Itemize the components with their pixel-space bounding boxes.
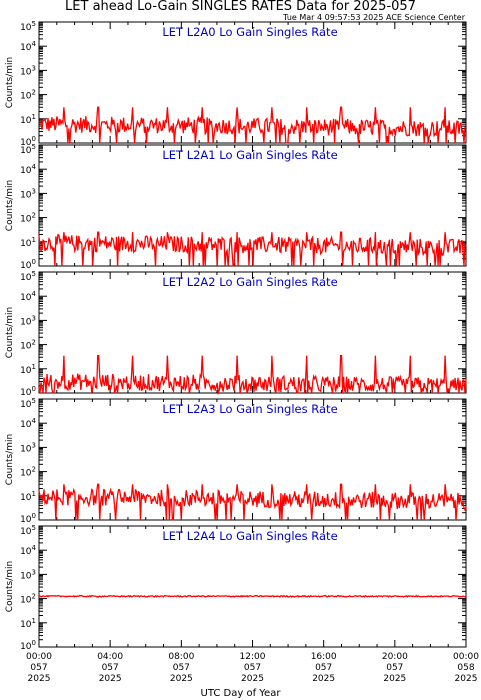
y-tick-label: 103 <box>20 441 36 454</box>
x-tick-label-time: 16:00 <box>311 652 337 662</box>
figure-title: LET ahead Lo-Gain SINGLES RATES Data for… <box>65 0 416 14</box>
y-tick-label: 105 <box>20 143 36 156</box>
y-tick-label: 101 <box>20 617 36 630</box>
panel-title: LET L2A4 Lo Gain Singles Rate <box>162 529 337 543</box>
y-tick-label: 103 <box>20 314 36 327</box>
x-tick-label-doy: 057 <box>315 663 332 673</box>
y-tick-label: 102 <box>20 466 36 479</box>
x-tick-label-time: 12:00 <box>240 652 266 662</box>
x-tick-label-year: 2025 <box>383 674 406 684</box>
y-tick-label: 101 <box>20 490 36 503</box>
y-tick-label: 104 <box>20 163 36 176</box>
x-tick-label-doy: 057 <box>244 663 261 673</box>
series-line <box>38 483 467 521</box>
y-tick-label: 100 <box>20 639 36 652</box>
y-axis-label: Counts/min <box>5 561 15 612</box>
y-axis-label: Counts/min <box>5 57 15 108</box>
y-tick-label: 104 <box>20 544 36 557</box>
panel-title: LET L2A2 Lo Gain Singles Rate <box>162 275 337 289</box>
y-tick-label: 101 <box>20 113 36 126</box>
x-tick-label-doy: 057 <box>386 663 403 673</box>
panel-4: 100 101 102 103 104 105 Counts/min LET L2A4 Lo … <box>5 524 467 652</box>
x-tick-label-time: 20:00 <box>382 652 408 662</box>
x-tick-label-year: 2025 <box>312 674 335 684</box>
series-line <box>38 354 467 396</box>
y-tick-label: 104 <box>20 40 36 53</box>
x-tick-label-year: 2025 <box>241 674 264 684</box>
panel-2: 100 101 102 103 104 105 Counts/min LET L2A2 Lo … <box>5 270 467 398</box>
y-tick-label: 105 <box>20 397 36 410</box>
y-tick-label: 102 <box>20 339 36 352</box>
y-tick-label: 103 <box>20 187 36 200</box>
y-tick-label: 102 <box>20 89 36 102</box>
x-tick-label-year: 2025 <box>28 674 51 684</box>
y-tick-label: 100 <box>20 512 36 525</box>
y-tick-label: 103 <box>20 64 36 77</box>
y-tick-label: 100 <box>20 258 36 271</box>
series-line <box>38 231 467 267</box>
panel-title: LET L2A1 Lo Gain Singles Rate <box>162 148 337 162</box>
panel-1: 100 101 102 103 104 105 Counts/min LET L2A1 Lo … <box>5 143 467 271</box>
y-tick-label: 100 <box>20 135 36 148</box>
y-tick-label: 102 <box>20 593 36 606</box>
x-tick-label-doy: 057 <box>173 663 190 673</box>
series-line <box>38 106 467 144</box>
x-tick-label-doy: 058 <box>457 663 474 673</box>
y-tick-label: 103 <box>20 568 36 581</box>
x-tick-label-doy: 057 <box>102 663 119 673</box>
y-axis-label: Counts/min <box>5 180 15 231</box>
y-tick-label: 101 <box>20 363 36 376</box>
y-tick-label: 105 <box>20 20 36 33</box>
y-tick-label: 102 <box>20 212 36 225</box>
series-line <box>38 594 467 598</box>
y-tick-label: 101 <box>20 236 36 249</box>
timestamp: Tue Mar 4 09:57:53 2025 ACE Science Cent… <box>283 13 465 22</box>
y-tick-label: 104 <box>20 290 36 303</box>
panel-0: 100 101 102 103 104 105 Counts/min LET L2A0 Lo … <box>5 20 467 148</box>
y-tick-label: 105 <box>20 270 36 283</box>
panel-title: LET L2A0 Lo Gain Singles Rate <box>162 25 337 39</box>
x-axis-label: UTC Day of Year <box>200 688 281 699</box>
x-tick-label-time: 00:00 <box>453 652 479 662</box>
x-tick-label-year: 2025 <box>170 674 193 684</box>
panel-3: 100 101 102 103 104 105 Counts/min LET L2A3 Lo … <box>5 397 467 525</box>
x-tick-label-doy: 057 <box>30 663 47 673</box>
y-axis-label: Counts/min <box>5 307 15 358</box>
panel-title: LET L2A3 Lo Gain Singles Rate <box>162 402 337 416</box>
panel-frame <box>38 271 467 394</box>
x-tick-label-time: 08:00 <box>168 652 194 662</box>
y-tick-label: 104 <box>20 417 36 430</box>
x-tick-label-time: 00:00 <box>26 652 52 662</box>
y-tick-label: 105 <box>20 524 36 537</box>
x-tick-label-year: 2025 <box>99 674 122 684</box>
y-axis-label: Counts/min <box>5 434 15 485</box>
x-tick-label-year: 2025 <box>455 674 478 684</box>
x-tick-label-time: 04:00 <box>97 652 123 662</box>
y-tick-label: 100 <box>20 385 36 398</box>
panel-frame <box>38 525 467 648</box>
